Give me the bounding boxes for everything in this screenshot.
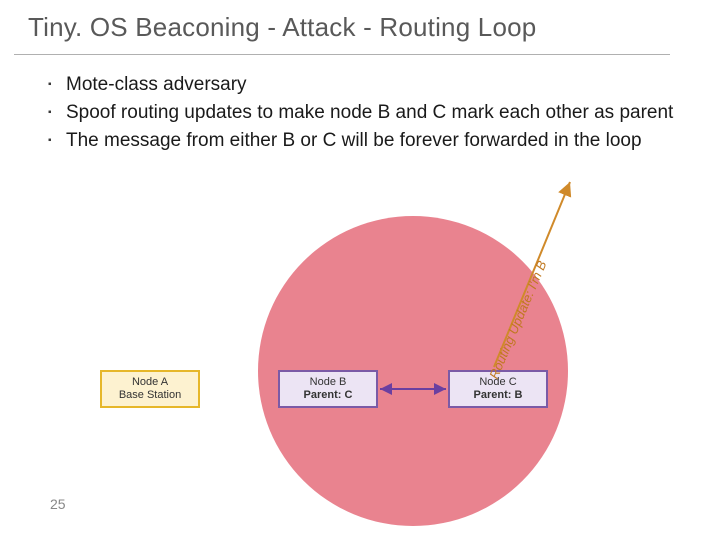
node-subtitle: Parent: B (450, 389, 546, 402)
node-c: Node C Parent: B (448, 370, 548, 408)
node-b: Node B Parent: C (278, 370, 378, 408)
bullet-text: Spoof routing updates to make node B and… (66, 100, 673, 126)
bullet-item: ▪ Mote-class adversary (48, 72, 690, 98)
node-title: Node C (450, 376, 546, 389)
bullet-marker: ▪ (48, 72, 56, 98)
bullet-item: ▪ Spoof routing updates to make node B a… (48, 100, 690, 126)
bullet-list: ▪ Mote-class adversary ▪ Spoof routing u… (48, 72, 690, 156)
title-divider (14, 54, 670, 55)
page-number: 25 (50, 496, 66, 512)
node-subtitle: Parent: C (280, 389, 376, 402)
node-title: Node A (102, 376, 198, 389)
routing-update-label: Routing Update: I'm B (486, 258, 549, 381)
bullet-marker: ▪ (48, 128, 56, 154)
node-subtitle: Base Station (102, 389, 198, 402)
range-circle (258, 216, 568, 526)
slide-title: Tiny. OS Beaconing - Attack - Routing Lo… (28, 12, 720, 43)
node-a-base-station: Node A Base Station (100, 370, 200, 408)
routing-update-arrow (494, 182, 570, 367)
bullet-text: Mote-class adversary (66, 72, 247, 98)
bullet-item: ▪ The message from either B or C will be… (48, 128, 690, 154)
title-bar: Tiny. OS Beaconing - Attack - Routing Lo… (0, 12, 720, 43)
node-title: Node B (280, 376, 376, 389)
bullet-text: The message from either B or C will be f… (66, 128, 642, 154)
slide: Tiny. OS Beaconing - Attack - Routing Lo… (0, 0, 720, 540)
bullet-marker: ▪ (48, 100, 56, 126)
